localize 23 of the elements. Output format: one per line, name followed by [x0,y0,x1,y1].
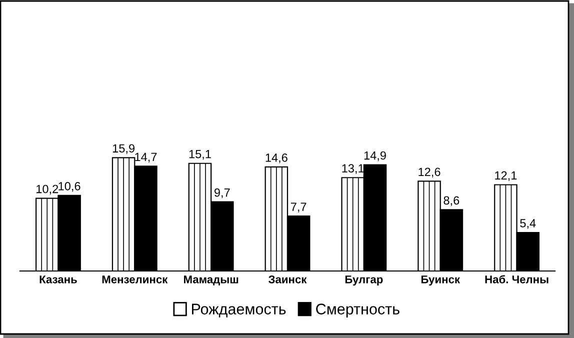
data-label: 10,6 [58,182,80,192]
x-tick-label: Заинск [268,275,307,284]
data-label: 14,6 [266,153,288,164]
x-tick-label: Наб. Челны [485,275,548,284]
data-label: 5,4 [520,219,536,229]
data-label: 9,7 [214,188,230,198]
data-label: 7,7 [290,202,306,212]
legend-label: Рождаемость [192,304,286,318]
data-label: 12,1 [495,171,517,182]
data-label: 14,9 [364,151,386,162]
data-label: 13,1 [342,164,364,174]
data-label: 12,6 [418,168,440,178]
data-label: 10,2 [36,184,58,195]
x-tick-label: Казань [40,276,77,284]
x-tick-label: Булгар [345,276,383,286]
x-tick-label: Буинск [421,276,460,286]
x-tick-label: Мензелинск [102,276,168,284]
data-label: 15,1 [189,150,211,160]
legend-label: Смертность [316,304,400,318]
data-label: 8,6 [444,196,460,206]
data-label: 15,9 [112,144,134,154]
x-tick-label: Мамадыш [184,276,238,286]
data-label: 14,7 [135,152,157,163]
